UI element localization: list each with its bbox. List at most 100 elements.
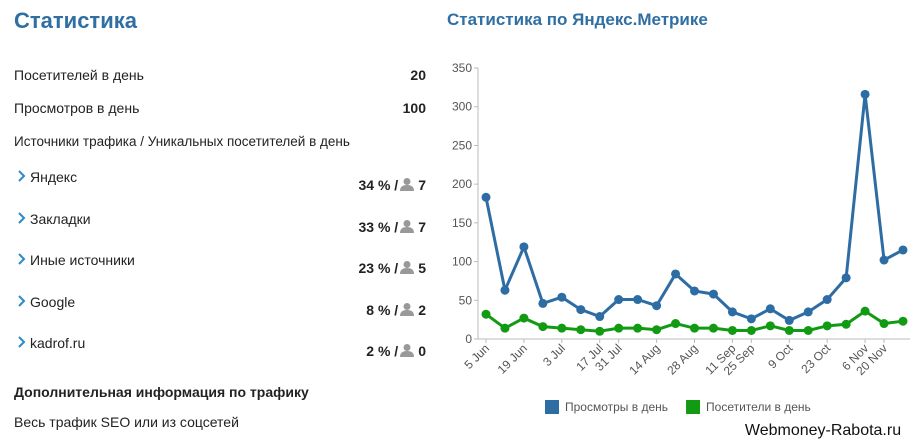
user-icon [400,178,415,191]
point [822,295,832,305]
stat-label: Просмотров в день [14,100,140,116]
user-icon [400,219,415,233]
source-row: Google 8 % / 2 [18,293,426,318]
source-count: 2 [418,301,426,318]
x-tick-label: 3 Jul [540,341,568,369]
source-name: Яндекс [30,169,78,185]
x-tick-label: 28 Aug [664,341,700,377]
extra-text: Весь трафик SEO или из соцсетей [14,414,239,430]
point [576,325,586,335]
y-tick-label: 50 [459,293,473,307]
y-tick-label: 350 [452,61,472,75]
point [727,325,737,335]
source-count: 7 [418,177,426,193]
sources-heading: Источники трафика / Уникальных посетител… [14,134,350,149]
legend-label: Посетители в день [706,400,811,414]
point [671,269,681,279]
x-tick-label: 9 Oct [765,341,796,372]
source-row: Яндекс 34 % / 7 [18,169,426,193]
point [898,245,908,255]
point [633,323,643,333]
extra-heading: Дополнительная информация по трафику [14,384,309,400]
point [727,307,737,317]
point [595,312,605,322]
point [557,292,567,302]
chart-title: Статистика по Яндекс.Метрике [447,10,708,29]
x-tick-label: 19 Jun [495,341,530,376]
source-values: 23 % / 5 [359,260,427,276]
point [708,289,718,299]
point [576,305,586,315]
point [614,323,624,333]
point [481,192,491,202]
source-name: Иные источники [30,252,135,268]
y-tick-label: 0 [465,332,472,346]
legend-swatch [686,400,701,414]
point [538,322,548,332]
x-tick-label: 23 Oct [798,341,833,376]
point [841,273,851,283]
source-name: Закладки [30,210,91,227]
title: Статистика [14,8,137,33]
point [690,323,699,333]
source-share: 8 % / [366,301,399,318]
chevron-icon [18,294,26,307]
chevron [18,252,26,268]
source-values: 2 % / 0 [366,343,426,359]
chevron-icon [18,170,26,182]
point [765,321,775,331]
point [538,298,548,308]
x-tick-label: 14 Aug [626,341,662,377]
y-tick-label: 200 [452,177,472,191]
point [822,321,832,331]
stat-value: 20 [410,67,426,83]
point [652,301,662,311]
source-name: kadrof.ru [30,335,86,351]
point [500,323,510,333]
point [765,304,775,314]
point [746,325,756,335]
source-row: Иные источники 23 % / 5 [18,252,426,276]
source-row: kadrof.ru 2 % / 0 [18,335,426,359]
point [708,323,718,333]
stat-label: Посетителей в день [14,67,144,83]
source-values: 34 % / 7 [359,177,427,193]
point [519,242,529,252]
point [841,319,851,329]
point [879,319,889,329]
point [652,325,662,335]
point [500,285,510,295]
source-count: 7 [418,218,426,235]
source-row: Закладки 33 % / 7 [18,210,426,235]
point [481,309,491,319]
point [803,325,813,335]
user-icon [400,261,415,274]
point [519,313,529,323]
point [803,307,813,317]
chevron [18,294,26,310]
source-values: 33 % / 7 [359,219,427,235]
source-count: 0 [418,343,426,359]
user-icon [400,302,415,316]
point [898,316,908,326]
point [746,314,756,324]
source-count: 5 [418,260,426,276]
chevron-icon [18,253,26,265]
stat-value: 100 [402,100,426,116]
chevron-icon [18,336,26,348]
point [860,89,870,99]
source-values: 8 % / 2 [366,302,426,318]
watermark: Webmoney-Rabota.ru [730,416,916,446]
y-tick-label: 250 [452,138,472,152]
source-share: 34 % / [358,177,399,193]
chevron [18,335,26,351]
legend-swatch [545,400,559,414]
y-tick-label: 150 [452,216,472,230]
stat-row: Посетителей в день 20 [14,67,426,83]
legend-label: Просмотры в день [565,400,668,414]
source-name: Google [30,293,76,310]
point [614,295,624,305]
chevron-icon [18,211,26,224]
